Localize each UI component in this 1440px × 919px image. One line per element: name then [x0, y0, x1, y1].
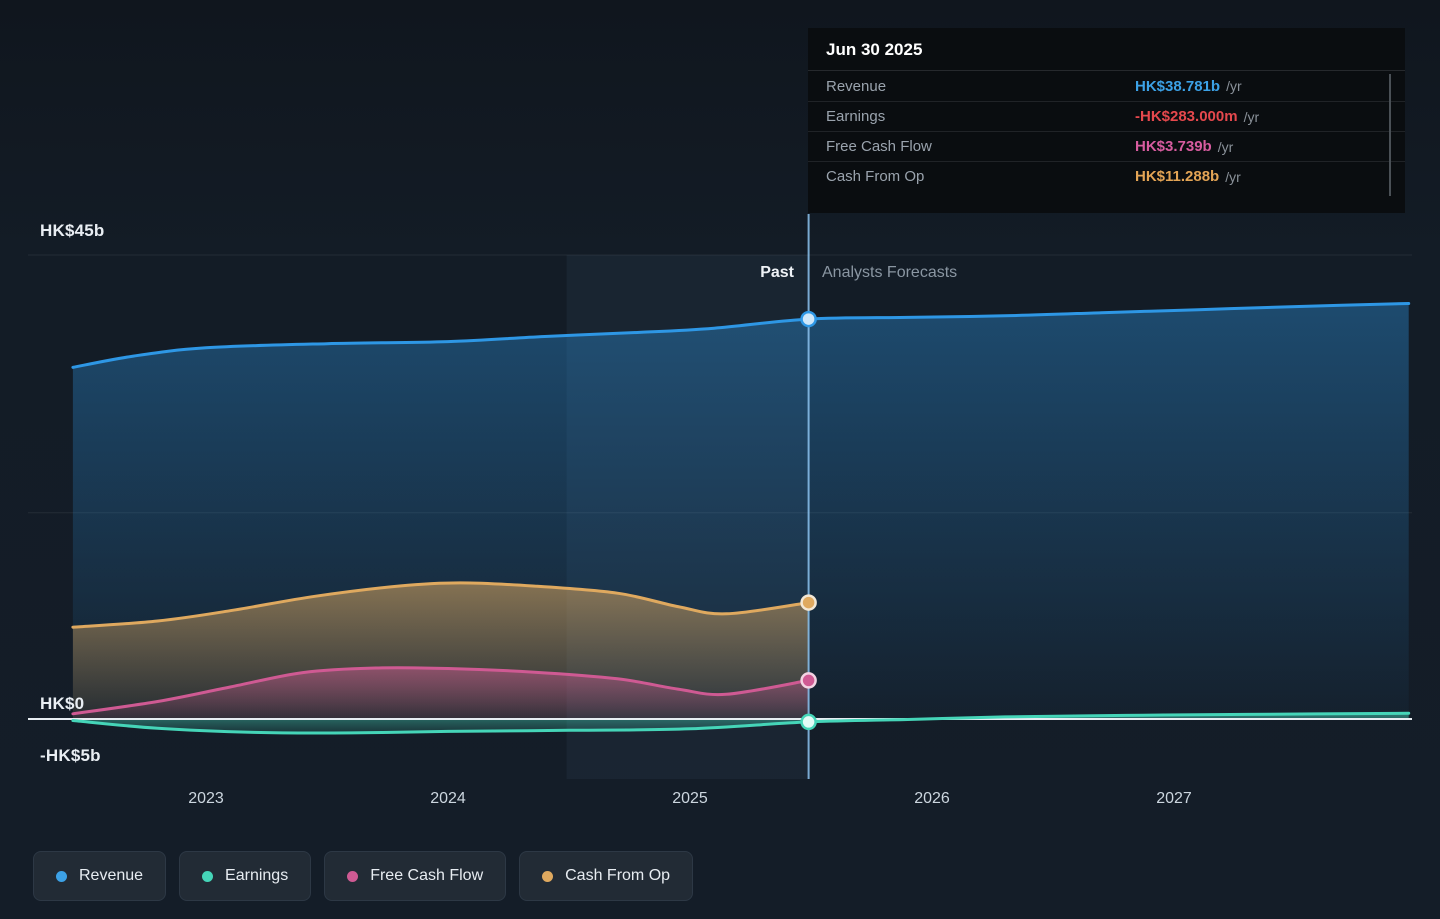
legend-item-revenue[interactable]: Revenue: [33, 851, 167, 901]
tooltip-row-suffix-2: /yr: [1217, 138, 1234, 155]
x-tick-2023: 2023: [188, 790, 224, 807]
tooltip-row-label-2: Free Cash Flow: [826, 138, 932, 155]
free-cash-flow-line: [71, 666, 811, 716]
tooltip-row-free-cash-flow: Free Cash Flow HK$3.739b /yr: [808, 131, 1405, 161]
legend-dot-1: [202, 870, 214, 882]
legend-label-free-cash-flow: Free Cash Flow: [370, 867, 484, 884]
earnings-marker[interactable]: [800, 713, 817, 731]
tooltip-row-suffix-0: /yr: [1226, 78, 1242, 94]
legend-label-cash-from-op: Cash From Op: [565, 867, 671, 884]
tooltip-row-value-2: HK$3.739b: [1135, 138, 1212, 155]
tooltip-row-label-1: Earnings: [826, 108, 886, 125]
x-tick-2024: 2024: [430, 790, 466, 807]
chart-tooltip: Jun 30 2025 Revenue HK$38.781b /yr Earni…: [808, 28, 1405, 213]
tooltip-row-revenue: Revenue HK$38.781b /yr: [808, 71, 1405, 101]
tooltip-date: Jun 30 2025: [808, 28, 1405, 71]
tooltip-row-label-0: Revenue: [826, 77, 887, 95]
past-section-label: Past: [760, 264, 794, 281]
legend-label-revenue: Revenue: [79, 867, 144, 884]
tooltip-rows: Revenue HK$38.781b /yr Earnings -HK$283.…: [808, 71, 1405, 191]
earnings-line: [71, 711, 1411, 735]
tooltip-row-suffix-1: /yr: [1243, 108, 1260, 125]
x-tick-2026: 2026: [914, 790, 950, 807]
tooltip-row-cash-from-op: Cash From Op HK$11.288b /yr: [808, 161, 1405, 191]
legend-item-earnings[interactable]: Earnings: [179, 851, 312, 901]
legend-item-free-cash-flow[interactable]: Free Cash Flow: [324, 851, 507, 901]
x-tick-2025: 2025: [672, 790, 708, 807]
forecast-section-label: Analysts Forecasts: [822, 264, 958, 281]
tooltip-row-value-1: -HK$283.000m: [1135, 108, 1238, 125]
tooltip-scrollbar: [1389, 74, 1391, 196]
tooltip-row-earnings: Earnings -HK$283.000m /yr: [808, 101, 1405, 131]
free-cash-flow-marker[interactable]: [800, 672, 817, 689]
cash-from-op-line: [71, 581, 811, 629]
y-axis-label-bottom: -HK$5b: [40, 746, 101, 765]
legend: Revenue Earnings Free Cash Flow Cash Fro…: [33, 851, 694, 901]
y-axis-label-zero: HK$0: [40, 694, 85, 713]
tooltip-row-value-3: HK$11.288b: [1135, 168, 1220, 185]
revenue-line: [71, 302, 1411, 369]
legend-dot-2: [347, 870, 359, 882]
x-tick-2027: 2027: [1156, 790, 1192, 807]
revenue-marker[interactable]: [800, 310, 817, 328]
tooltip-row-suffix-3: /yr: [1225, 168, 1241, 185]
legend-dot-3: [542, 870, 554, 882]
legend-label-earnings: Earnings: [225, 867, 289, 884]
legend-dot-0: [56, 870, 67, 882]
cash-from-op-marker[interactable]: [800, 594, 817, 611]
legend-item-cash-from-op[interactable]: Cash From Op: [519, 851, 694, 901]
tooltip-row-value-0: HK$38.781b: [1135, 77, 1221, 95]
y-axis-label-top: HK$45b: [40, 221, 105, 240]
tooltip-row-label-3: Cash From Op: [826, 168, 925, 185]
